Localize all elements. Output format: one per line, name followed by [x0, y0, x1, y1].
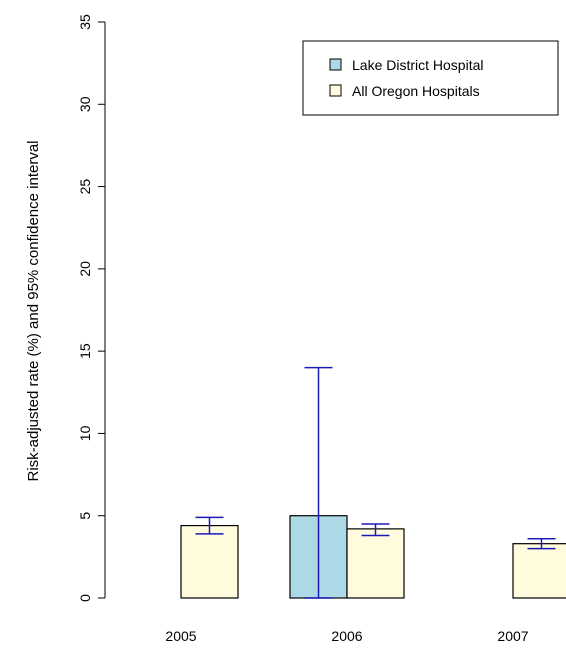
x-axis-labels: 2005 2006 2007 [165, 628, 528, 644]
y-tick-label: 10 [77, 425, 93, 441]
bars-layer [180, 515, 566, 599]
y-tick-label: 35 [77, 14, 93, 30]
error-bar-2006 [361, 523, 390, 537]
y-axis: 0 5 10 15 20 25 30 35 [77, 14, 106, 602]
error-bar-2006 [304, 366, 333, 599]
bar-all-oregon-2005 [180, 524, 239, 599]
bar-all-oregon-2006 [346, 528, 405, 599]
bar-all-oregon-2007 [512, 543, 566, 599]
legend: Lake District Hospital All Oregon Hospit… [302, 40, 559, 116]
legend-box [302, 40, 559, 116]
legend-swatch-all-oregon [329, 84, 342, 97]
y-tick-label: 30 [77, 96, 93, 112]
x-tick-label-2007: 2007 [497, 628, 528, 644]
x-tick-label-2005: 2005 [165, 628, 196, 644]
y-tick-label: 20 [77, 261, 93, 277]
legend-label-lake-district: Lake District Hospital [352, 57, 484, 73]
y-tick-label: 5 [77, 512, 93, 520]
y-tick-label: 25 [77, 179, 93, 195]
error-bar-2007 [527, 538, 556, 550]
error-bars-layer [195, 366, 556, 599]
error-bar-2005 [195, 516, 224, 535]
x-tick-label-2006: 2006 [331, 628, 362, 644]
y-tick-label: 15 [77, 343, 93, 359]
legend-swatch-lake-district [329, 58, 342, 71]
y-tick-label: 0 [77, 594, 93, 602]
legend-label-all-oregon: All Oregon Hospitals [352, 83, 480, 99]
y-axis-title: Risk-adjusted rate (%) and 95% confidenc… [25, 140, 42, 481]
